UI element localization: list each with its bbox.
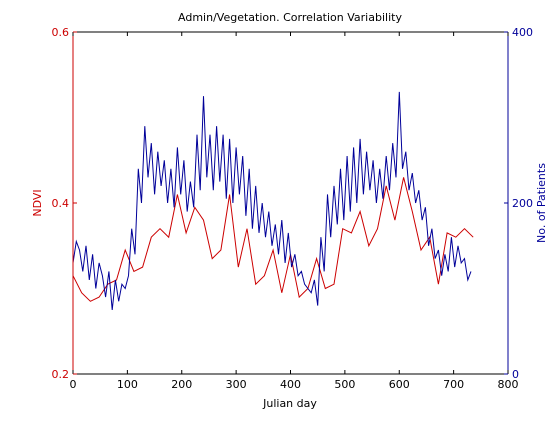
- left-axis-label: NDVI: [31, 189, 44, 216]
- right-axis-ticks: 0 200 400: [504, 26, 533, 381]
- x-tick-label: 200: [171, 378, 192, 391]
- ndvi-series-line: [72, 177, 474, 302]
- right-tick-label: 400: [512, 26, 533, 39]
- x-tick-label: 600: [389, 378, 410, 391]
- right-tick-label: 0: [512, 368, 519, 381]
- x-axis-ticks: 0 100 200 300 400 500 600 700 800: [70, 32, 519, 391]
- x-tick-label: 300: [226, 378, 247, 391]
- left-tick-label: 0.2: [52, 368, 70, 381]
- left-tick-label: 0.4: [52, 197, 70, 210]
- chart-title: Admin/Vegetation. Correlation Variabilit…: [178, 11, 402, 24]
- x-tick-label: 700: [443, 378, 464, 391]
- plot-lines: [72, 91, 474, 310]
- x-tick-label: 100: [117, 378, 138, 391]
- right-axis-label: No. of Patients: [535, 163, 548, 243]
- x-axis-label: Julian day: [262, 397, 317, 410]
- x-tick-label: 500: [334, 378, 355, 391]
- x-tick-label: 0: [70, 378, 77, 391]
- left-tick-label: 0.6: [52, 26, 70, 39]
- left-axis-ticks: 0.2 0.4 0.6: [52, 26, 77, 381]
- patients-series-line: [72, 91, 472, 310]
- x-tick-label: 800: [498, 378, 519, 391]
- right-tick-label: 200: [512, 197, 533, 210]
- x-tick-label: 400: [280, 378, 301, 391]
- plot-area-background: [73, 32, 508, 374]
